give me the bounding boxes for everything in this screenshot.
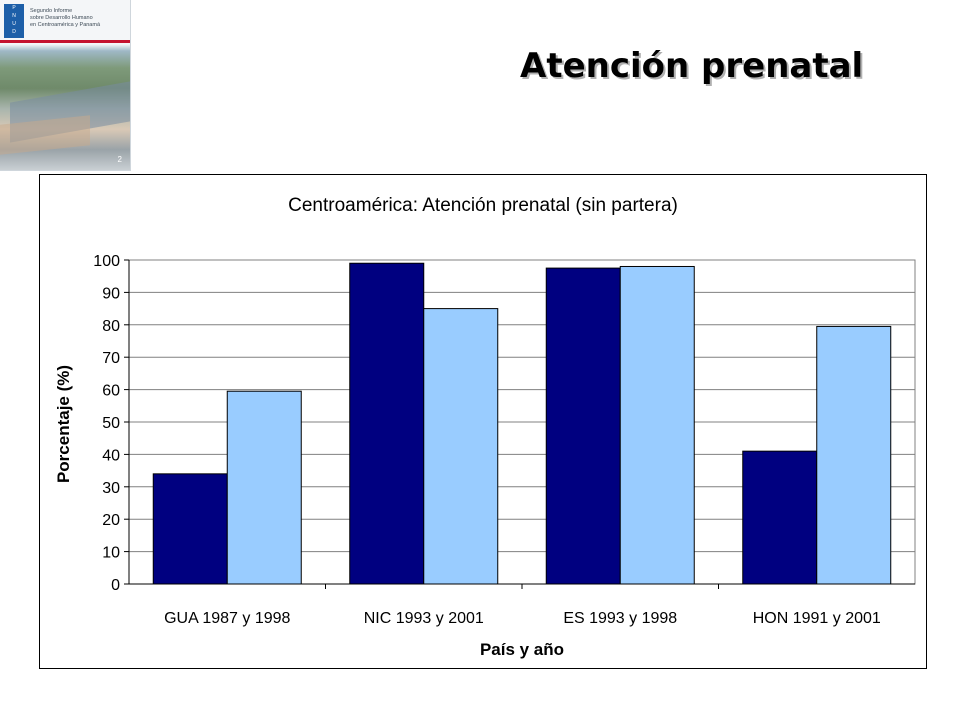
x-tick-label: HON 1991 y 2001 bbox=[753, 610, 881, 627]
x-tick-label: NIC 1993 y 2001 bbox=[364, 610, 484, 627]
bar-series-2 bbox=[226, 390, 302, 585]
cover-text: Segundo Informe sobre Desarrollo Humano … bbox=[30, 8, 126, 29]
undp-logo: P N U D bbox=[4, 4, 24, 38]
cover-page-number: 2 bbox=[117, 155, 122, 164]
bars bbox=[152, 262, 892, 585]
y-tick-label: 10 bbox=[102, 545, 120, 562]
bar-series-1 bbox=[742, 450, 818, 585]
y-tick-label: 30 bbox=[102, 480, 120, 497]
bar-series-1 bbox=[545, 267, 621, 585]
y-tick-label: 100 bbox=[93, 253, 120, 270]
y-tick-label: 50 bbox=[102, 415, 120, 432]
bar-series-2 bbox=[619, 265, 695, 585]
x-tick-label: ES 1993 y 1998 bbox=[563, 610, 677, 627]
chart-frame: Centroamérica: Atención prenatal (sin pa… bbox=[39, 174, 927, 669]
y-tick-label: 80 bbox=[102, 318, 120, 335]
chart-title: Centroamérica: Atención prenatal (sin pa… bbox=[288, 195, 678, 216]
y-axis-label: Porcentaje (%) bbox=[54, 365, 73, 483]
cover-red-stripe bbox=[0, 40, 130, 43]
y-tick-label: 40 bbox=[102, 447, 120, 464]
report-cover-thumbnail: P N U D Segundo Informe sobre Desarrollo… bbox=[0, 0, 131, 171]
y-tick-label: 0 bbox=[111, 577, 120, 594]
bar-series-1 bbox=[152, 473, 228, 585]
cover-text-line: sobre Desarrollo Humano bbox=[30, 15, 93, 21]
y-axis-ticks: 0 10 20 30 40 50 60 70 80 90 100 bbox=[93, 253, 129, 594]
bar-series-2 bbox=[423, 308, 499, 585]
bar-series-2 bbox=[816, 325, 892, 585]
bar-chart: Centroamérica: Atención prenatal (sin pa… bbox=[54, 195, 916, 659]
cover-text-line: Segundo Informe bbox=[30, 8, 73, 14]
x-axis-ticks: GUA 1987 y 1998 NIC 1993 y 2001 ES 1993 y … bbox=[164, 584, 881, 627]
x-tick-label: GUA 1987 y 1998 bbox=[164, 610, 290, 627]
y-tick-label: 90 bbox=[102, 285, 120, 302]
y-tick-label: 70 bbox=[102, 350, 120, 367]
slide-title: Atención prenatal bbox=[520, 46, 864, 86]
x-axis-label: País y año bbox=[480, 640, 564, 659]
y-tick-label: 20 bbox=[102, 512, 120, 529]
y-tick-label: 60 bbox=[102, 383, 120, 400]
cover-text-line: en Centroamérica y Panamá bbox=[30, 22, 101, 28]
bar-series-1 bbox=[349, 262, 425, 585]
